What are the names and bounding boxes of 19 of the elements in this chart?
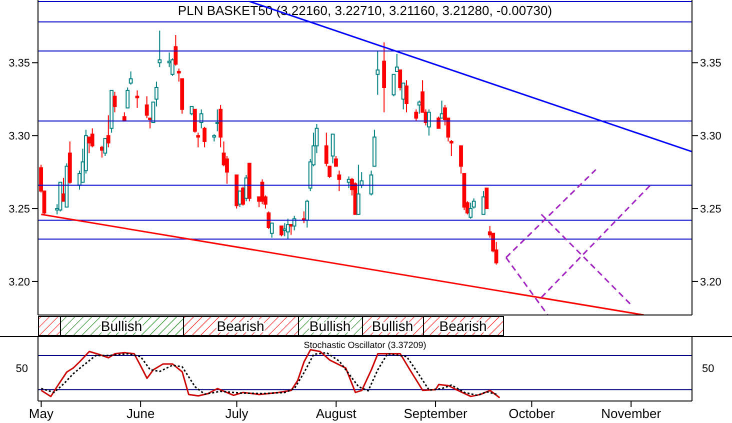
chart-title: PLN BASKET50 (3.22160, 3.22710, 3.21160, 3.21280, -0.00730) [176, 2, 554, 20]
text: 50 [16, 363, 28, 375]
x-tick-label: October [508, 406, 556, 422]
x-tick-label: November [601, 406, 662, 422]
y-tick-label: 3.25 [8, 203, 30, 216]
y2-tick-label: 3.30 [700, 130, 722, 143]
y2-tick-label: 3.35 [700, 58, 722, 70]
y-tick-label: 3.20 [8, 276, 30, 288]
y2-tick-label: 3.20 [700, 276, 722, 288]
x-tick-label: June [126, 406, 155, 422]
text: 50 [702, 363, 714, 375]
y2-tick-label: 3.25 [700, 203, 722, 216]
y-tick-label: 3.35 [8, 58, 30, 70]
chart-title: Stochastic Oscillator (3.37209) [302, 340, 428, 350]
x-tick-label: May [28, 406, 54, 422]
x-tick-label: August [316, 406, 357, 422]
x-tick-label: July [225, 406, 249, 422]
y-tick-label: 3.30 [8, 130, 30, 143]
x-tick-label: September [404, 406, 468, 422]
